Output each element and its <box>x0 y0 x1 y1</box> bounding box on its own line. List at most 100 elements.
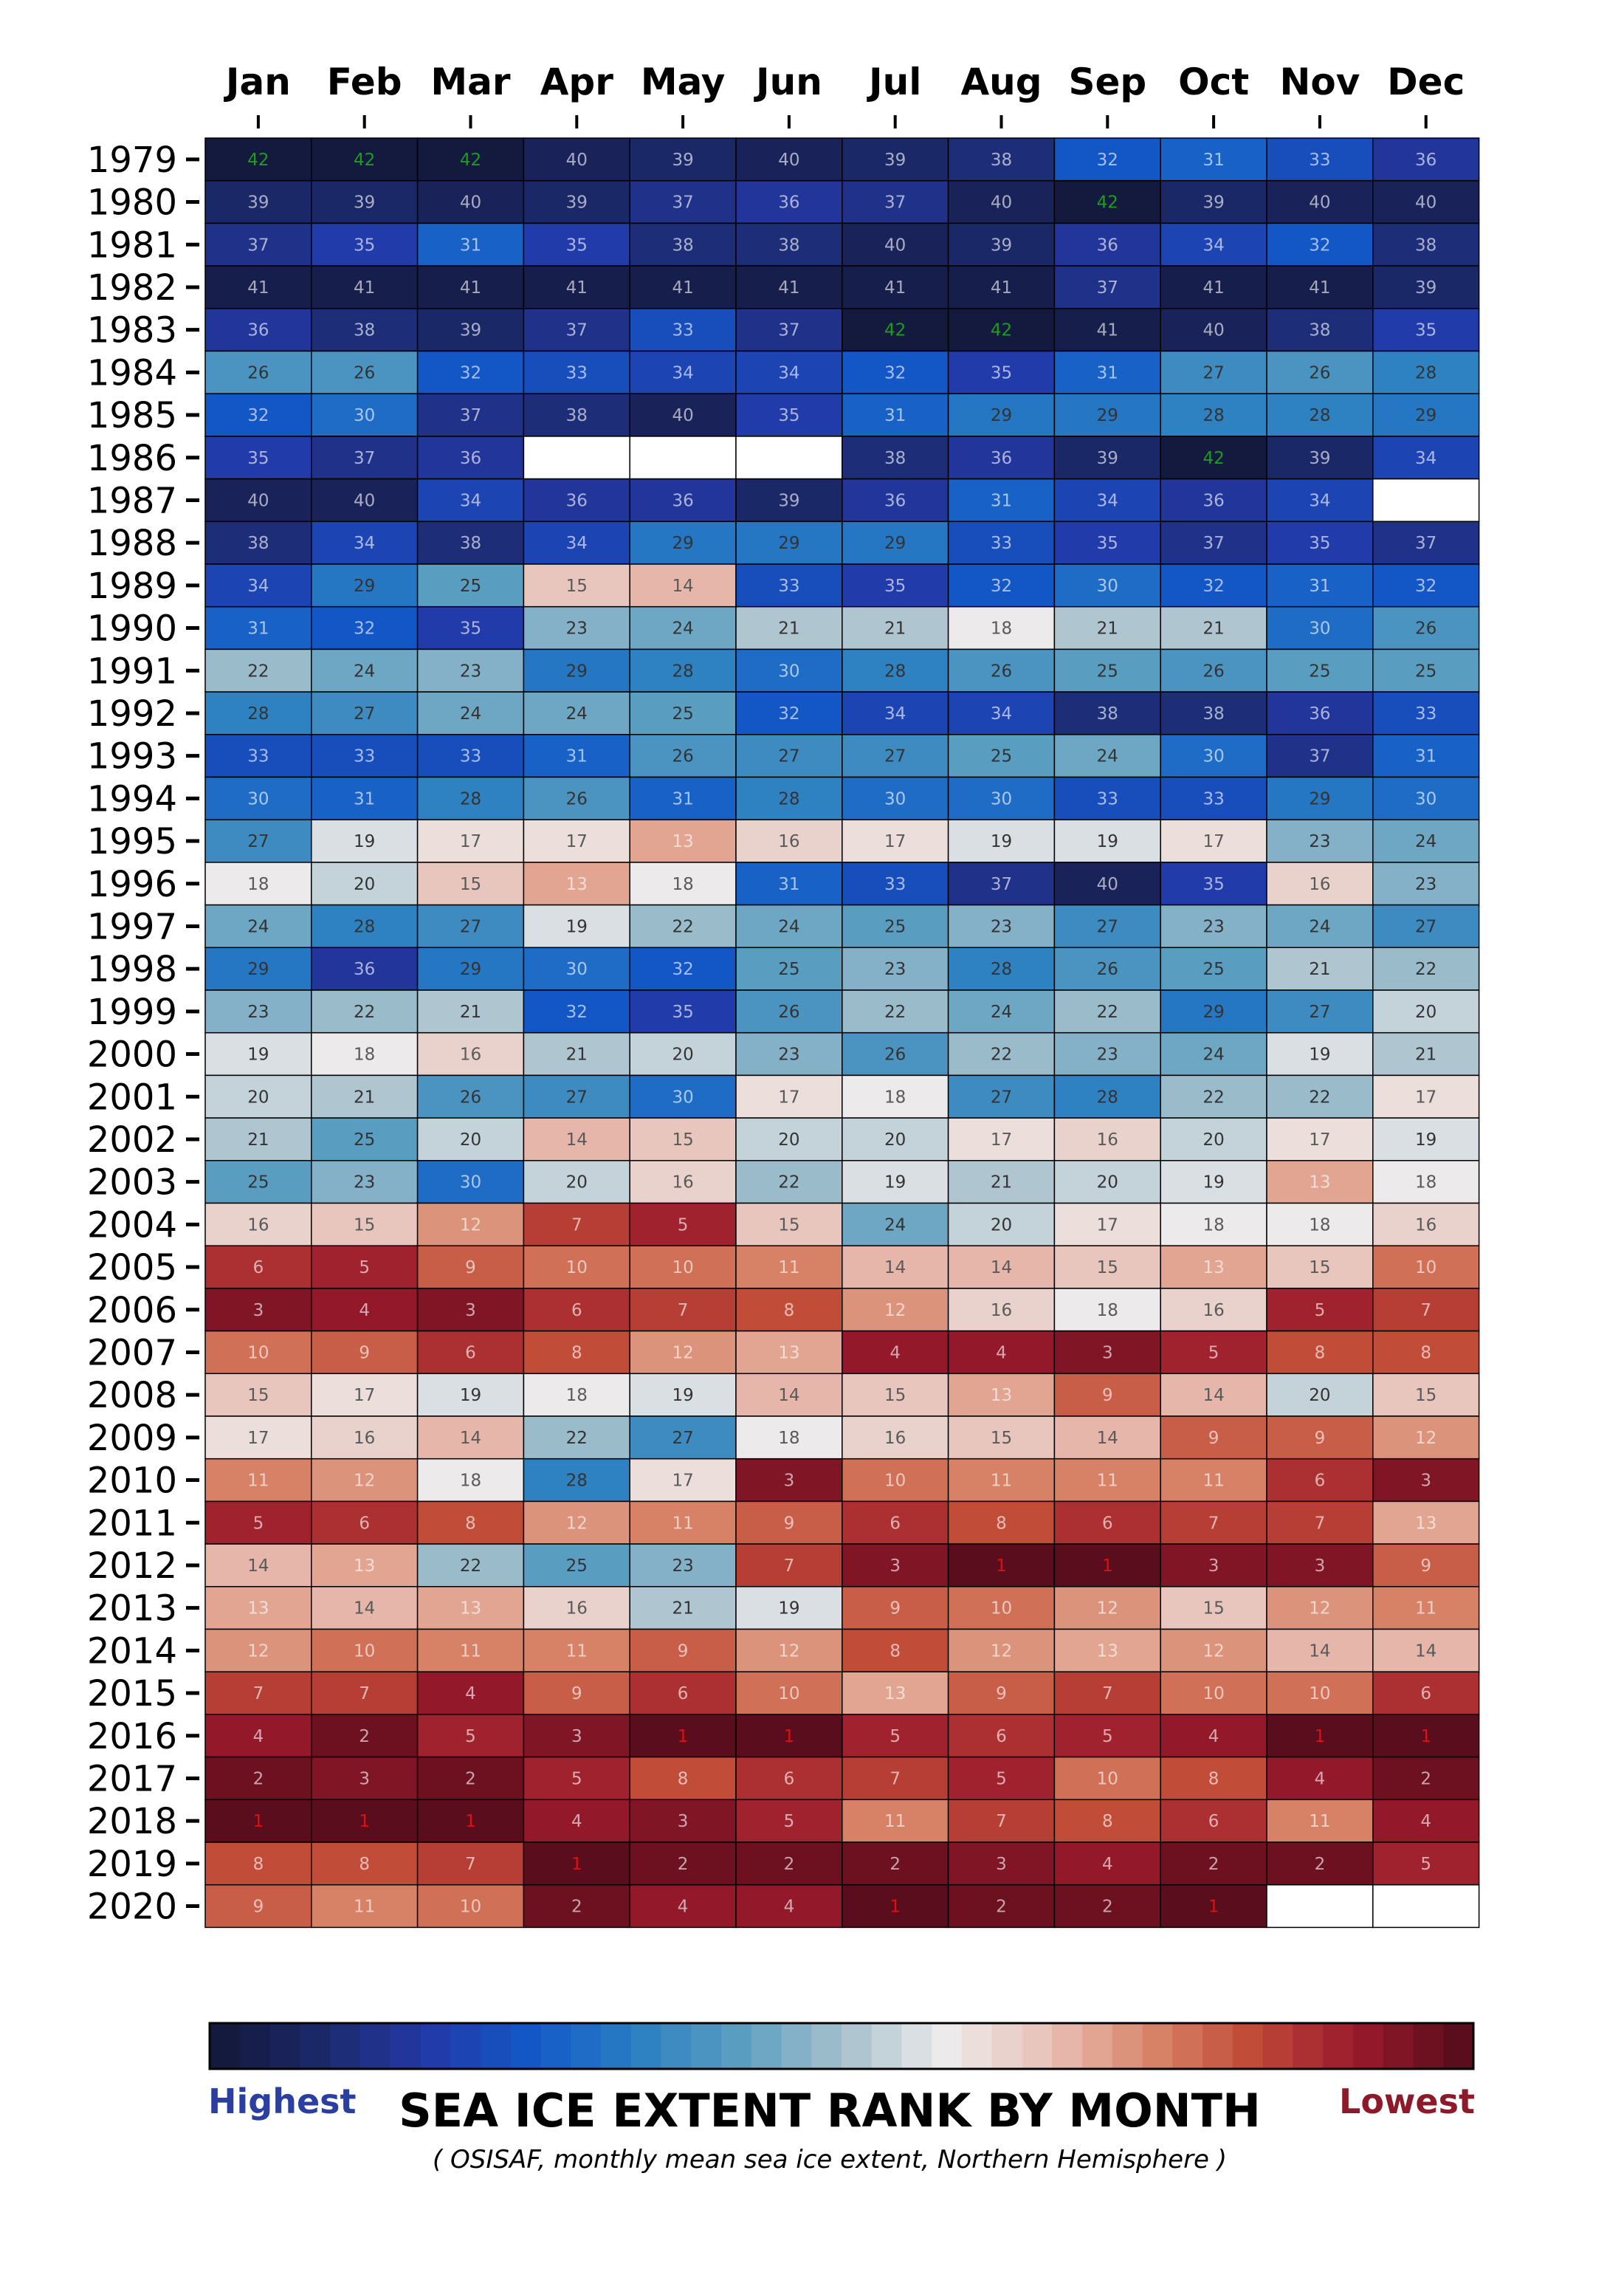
heatmap-cell-2010-feb <box>311 1458 419 1503</box>
heatmap-cell-2007-apr <box>523 1330 630 1375</box>
heatmap-cell-2008-nov <box>1266 1373 1374 1417</box>
heatmap-cell-2008-aug <box>947 1373 1056 1417</box>
cell-value-label: 29 <box>1415 406 1437 425</box>
heatmap-cell-1996-aug <box>947 862 1056 906</box>
heatmap-cell-2012-nov <box>1266 1543 1374 1587</box>
cell-value-label: 11 <box>1309 1812 1330 1831</box>
heatmap-cell-2020-feb <box>311 1884 419 1929</box>
cell-value-label: 40 <box>247 491 269 510</box>
cell-value-label: 5 <box>571 1769 582 1788</box>
heatmap-cell-2009-feb <box>311 1415 419 1460</box>
heatmap-cell-1989-may <box>629 563 737 608</box>
heatmap-cell-2017-apr <box>523 1756 630 1801</box>
cell-value-label: 18 <box>672 875 693 894</box>
cell-value-label: 4 <box>890 1343 901 1362</box>
cell-value-label: 18 <box>354 1046 375 1065</box>
heatmap-cell-2006-dec <box>1372 1288 1480 1332</box>
cell-value-label: 29 <box>1202 1003 1224 1022</box>
month-label-jun: Jun <box>754 61 822 103</box>
month-label-jul: Jul <box>867 61 921 103</box>
heatmap-cell-1982-aug <box>947 265 1056 309</box>
heatmap-cell-2020-may <box>629 1884 737 1929</box>
cell-value-label: 1 <box>359 1812 370 1831</box>
cell-value-label: 33 <box>1097 789 1118 809</box>
cell-value-label: 40 <box>991 193 1012 213</box>
cell-value-label: 2 <box>465 1769 476 1788</box>
cell-value-label: 12 <box>247 1641 269 1661</box>
cell-value-label: 6 <box>1102 1514 1113 1533</box>
heatmap-cell-1995-jul <box>842 819 949 863</box>
heatmap-cell-1982-feb <box>311 265 419 309</box>
heatmap-cell-2015-jul <box>842 1671 949 1715</box>
heatmap-cell-1989-jun <box>735 563 843 608</box>
heatmap-cell-2000-jun <box>735 1031 843 1077</box>
heatmap-cell-1987-feb <box>311 478 419 523</box>
cell-value-label: 19 <box>1415 1130 1437 1150</box>
heatmap-cell-1995-dec <box>1372 819 1480 863</box>
heatmap-cell-2011-nov <box>1266 1500 1374 1545</box>
heatmap-cell-1983-jun <box>735 308 843 352</box>
heatmap-cell-1983-dec <box>1372 308 1480 352</box>
cell-value-label: 4 <box>996 1343 1007 1362</box>
heatmap-cell-2003-aug <box>947 1160 1056 1204</box>
cell-value-label: 33 <box>672 321 693 340</box>
cell-value-label: 2 <box>571 1898 582 1917</box>
heatmap-cell-1986-jun <box>735 436 843 480</box>
heatmap-cell-2017-mar <box>416 1756 525 1801</box>
cell-value-label: 17 <box>884 832 906 851</box>
heatmap-cell-2007-may <box>629 1330 737 1375</box>
heatmap-cell-1983-nov <box>1266 308 1374 352</box>
cell-value-label: 22 <box>460 1556 481 1576</box>
heatmap-cell-1992-mar <box>416 691 525 735</box>
cell-value-label: 26 <box>1202 662 1224 681</box>
cell-value-label: 42 <box>354 151 375 170</box>
cell-value-label: 20 <box>247 1088 269 1107</box>
cell-value-label: 7 <box>359 1684 370 1703</box>
cell-value-label: 41 <box>1097 321 1118 340</box>
heatmap-cell-1991-jul <box>842 648 949 693</box>
year-label-1998: 1998 <box>87 949 177 990</box>
cell-value-label: 38 <box>460 534 481 553</box>
cell-value-label: 24 <box>991 1003 1012 1022</box>
cell-value-label: 34 <box>354 534 375 553</box>
year-label-1980: 1980 <box>87 182 177 224</box>
cell-value-label: 22 <box>247 662 269 681</box>
cell-value-label: 30 <box>247 789 269 809</box>
year-label-1986: 1986 <box>87 438 177 479</box>
cell-value-label: 11 <box>354 1898 375 1917</box>
cell-value-label: 16 <box>354 1429 375 1448</box>
cell-value-label: 5 <box>465 1727 476 1746</box>
cell-value-label: 23 <box>991 917 1012 936</box>
heatmap-cell-2019-feb <box>311 1841 419 1886</box>
cell-value-label: 22 <box>884 1003 906 1022</box>
heatmap-cell-1985-aug <box>947 393 1056 437</box>
cell-value-label: 33 <box>354 747 375 766</box>
heatmap-cell-1987-aug <box>947 478 1056 523</box>
cell-value-label: 24 <box>460 704 481 724</box>
cell-value-label: 20 <box>884 1130 906 1150</box>
cell-value-label: 1 <box>996 1556 1007 1576</box>
cell-value-label: 1 <box>1102 1556 1113 1576</box>
cell-value-label: 5 <box>1102 1727 1113 1746</box>
cell-value-label: 6 <box>1208 1812 1219 1831</box>
cell-value-label: 23 <box>1202 917 1224 936</box>
cell-value-label: 2 <box>1315 1855 1326 1874</box>
cell-value-label: 1 <box>1315 1727 1326 1746</box>
cell-value-label: 32 <box>778 704 799 724</box>
heatmap-cell-1982-sep <box>1053 265 1161 309</box>
heatmap-cell-2011-jul <box>842 1500 949 1545</box>
heatmap-cell-1985-feb <box>311 393 419 437</box>
heatmap-cell-1986-jan <box>204 436 312 480</box>
year-label-1988: 1988 <box>87 523 177 564</box>
heatmap-cell-2007-jul <box>842 1330 949 1375</box>
heatmap-cell-1983-mar <box>416 308 525 352</box>
cell-value-label: 16 <box>1202 1301 1224 1320</box>
heatmap-cell-1990-jan <box>204 605 312 651</box>
cell-value-label: 32 <box>884 363 906 382</box>
year-label-2016: 2016 <box>87 1716 177 1757</box>
heatmap-cell-2020-jan <box>204 1884 312 1929</box>
heatmap-cell-2004-nov <box>1266 1202 1374 1246</box>
cell-value-label: 6 <box>359 1514 370 1533</box>
cell-value-label: 19 <box>991 832 1012 851</box>
